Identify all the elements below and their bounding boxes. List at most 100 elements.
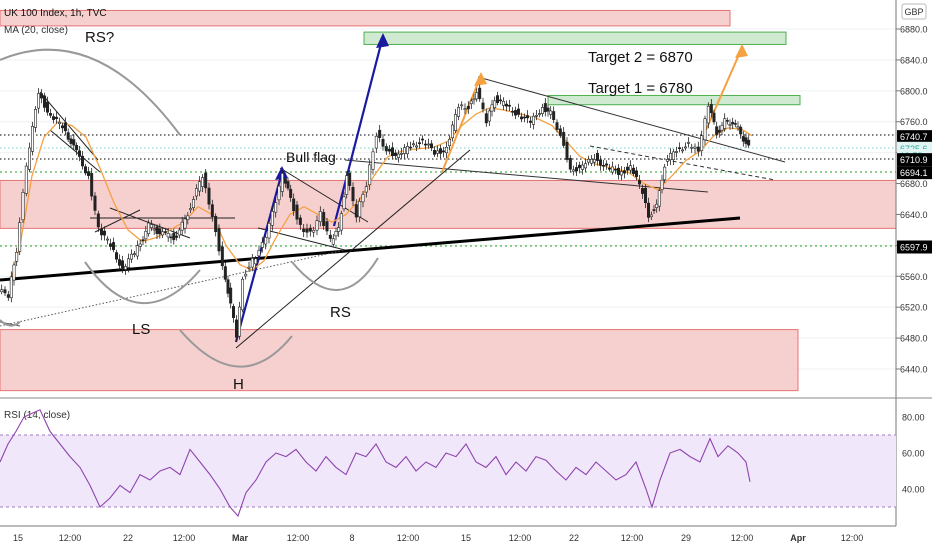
- candle-body: [112, 242, 116, 251]
- candle-body: [48, 113, 52, 116]
- candle-body: [235, 319, 239, 338]
- candle-body: [33, 109, 37, 128]
- rsi-line: [0, 409, 751, 518]
- arc-rs: [291, 257, 379, 291]
- candle-body: [490, 104, 494, 112]
- candle-body: [583, 163, 587, 169]
- price-tick-label: 6640.0: [900, 210, 928, 220]
- candle-body: [100, 228, 104, 236]
- price-tag-label: 6725.6: [900, 144, 928, 154]
- candle-body: [51, 116, 55, 120]
- rsi-tick-label: 60.00: [902, 449, 925, 459]
- ma-legend: MA (20, close): [4, 25, 68, 36]
- candle-body: [736, 126, 740, 129]
- candle-body: [24, 165, 28, 194]
- candle-body: [0, 289, 4, 293]
- candle-body: [438, 148, 442, 154]
- candle-body: [260, 242, 264, 248]
- candle-body: [683, 146, 687, 149]
- price-axis[interactable]: GBP 6880.06840.06800.06760.06720.06680.0…: [895, 0, 932, 526]
- candle-body: [637, 180, 641, 185]
- candle-body: [481, 102, 485, 110]
- candle-body: [371, 151, 375, 170]
- candle-body: [469, 100, 473, 104]
- price-tick-label: 6760.0: [900, 117, 928, 127]
- candle-body: [348, 172, 352, 186]
- candle-body: [668, 153, 672, 161]
- candle-body: [649, 214, 653, 218]
- candle-body: [214, 215, 218, 233]
- time-tick-label: 12:00: [731, 533, 754, 543]
- price-tag: [897, 166, 932, 180]
- candle-body: [27, 147, 31, 170]
- left-line-1: [39, 91, 99, 161]
- candle-body: [417, 142, 421, 145]
- descending-dashed-line: [589, 145, 776, 181]
- candle-body: [6, 294, 10, 298]
- price-tag-label: 6694.1: [900, 168, 928, 178]
- candle-body: [552, 111, 556, 120]
- candle-body: [274, 202, 278, 213]
- candle-body: [277, 185, 281, 201]
- top-resistance-zone: [0, 9, 731, 27]
- candle-body: [232, 306, 236, 318]
- candle-body: [217, 228, 221, 252]
- candle-body: [680, 149, 684, 152]
- legend: UK 100 Index, 1h, TVC MA (20, close): [4, 8, 107, 36]
- candle-body: [331, 238, 335, 245]
- time-tick-label: Mar: [232, 533, 249, 543]
- orange-arrow-2: [705, 49, 742, 131]
- candle-body: [124, 266, 128, 270]
- candle-body: [180, 221, 184, 231]
- candle-body: [562, 131, 566, 146]
- target2-zone: [363, 31, 787, 45]
- candle-body: [250, 258, 254, 268]
- candle-body: [747, 139, 751, 146]
- candle-body: [81, 155, 85, 167]
- candle-body: [463, 108, 467, 110]
- candle-body: [358, 201, 362, 218]
- candle-body: [342, 196, 346, 210]
- candle-body: [712, 112, 716, 123]
- candle-body: [57, 121, 61, 125]
- candle-body: [510, 110, 514, 113]
- candle-body: [189, 208, 193, 211]
- candle-body: [657, 190, 661, 207]
- h-rising-line: [235, 149, 471, 349]
- candle-body: [135, 245, 139, 257]
- time-tick-label: 15: [461, 533, 471, 543]
- candle-body: [312, 229, 316, 233]
- candle-body: [175, 235, 179, 238]
- candle-body: [414, 145, 418, 148]
- candle-body: [172, 232, 176, 241]
- candle-body: [435, 150, 439, 154]
- time-axis[interactable]: 15 12:00 22 12:00 Mar 12:00 8 12:00 15 12:00 22 12:…: [0, 525, 896, 543]
- candle-body: [141, 239, 145, 241]
- candle-body: [241, 278, 245, 311]
- candle-body: [337, 227, 341, 232]
- candle-body: [700, 135, 704, 152]
- candle-body: [147, 222, 151, 234]
- time-tick-label: 29: [681, 533, 691, 543]
- candle-body: [715, 126, 719, 135]
- candle-body: [152, 228, 156, 231]
- candle-body: [390, 147, 394, 157]
- candle-body: [677, 147, 681, 149]
- price-tick-label: 6560.0: [900, 272, 928, 282]
- candle-body: [378, 129, 382, 138]
- neckline: [0, 216, 741, 282]
- candle-body: [210, 204, 214, 217]
- candle-body: [267, 222, 271, 239]
- candle-body: [328, 234, 332, 239]
- candle-body: [625, 166, 629, 171]
- price-tag-label: 6597.9: [900, 242, 928, 252]
- candle-body: [84, 166, 88, 174]
- descending-bottom-line: [344, 159, 709, 193]
- price-tag-label: 6710.9: [900, 155, 928, 165]
- candle-body: [334, 230, 338, 237]
- candle-body: [115, 252, 119, 260]
- candle-body: [568, 157, 572, 170]
- candle-body: [706, 105, 710, 124]
- candle-body: [703, 118, 707, 141]
